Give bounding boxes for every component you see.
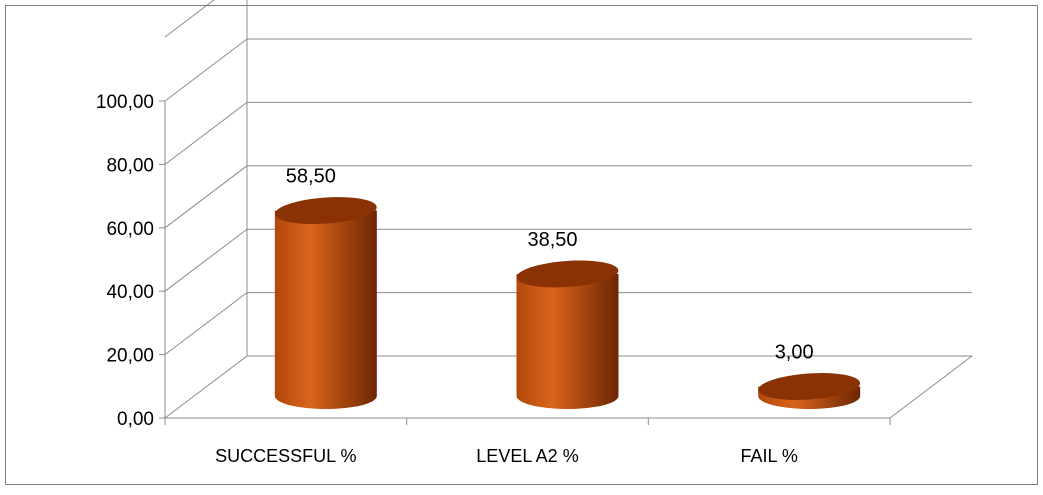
bar: [758, 373, 861, 410]
floor-right-edge: [889, 355, 973, 419]
x-tick-label: SUCCESSFUL %: [215, 446, 356, 466]
data-label: 38,50: [527, 229, 577, 251]
y-tick-label: 100,00: [96, 92, 154, 113]
bar-body: [516, 273, 619, 410]
data-label: 3,00: [775, 341, 814, 363]
bar-body: [274, 210, 377, 410]
x-tick-label: FAIL %: [740, 446, 797, 466]
data-label: 58,50: [286, 166, 336, 188]
bar-top: [274, 197, 377, 225]
bar: [274, 197, 377, 410]
chart-border: [5, 5, 1038, 485]
y-tick-label: 40,00: [106, 282, 154, 303]
y-tick-label: 80,00: [106, 155, 154, 176]
bar: [516, 260, 619, 410]
bar-top: [758, 373, 861, 400]
x-tick-label: LEVEL A2 %: [476, 446, 578, 466]
y-tick-label: 20,00: [106, 346, 154, 367]
left-wall-top-edge: [164, 0, 215, 38]
y-tick-label: 60,00: [106, 219, 154, 240]
bar-top: [516, 260, 619, 288]
y-tick-label: 0,00: [117, 409, 154, 430]
